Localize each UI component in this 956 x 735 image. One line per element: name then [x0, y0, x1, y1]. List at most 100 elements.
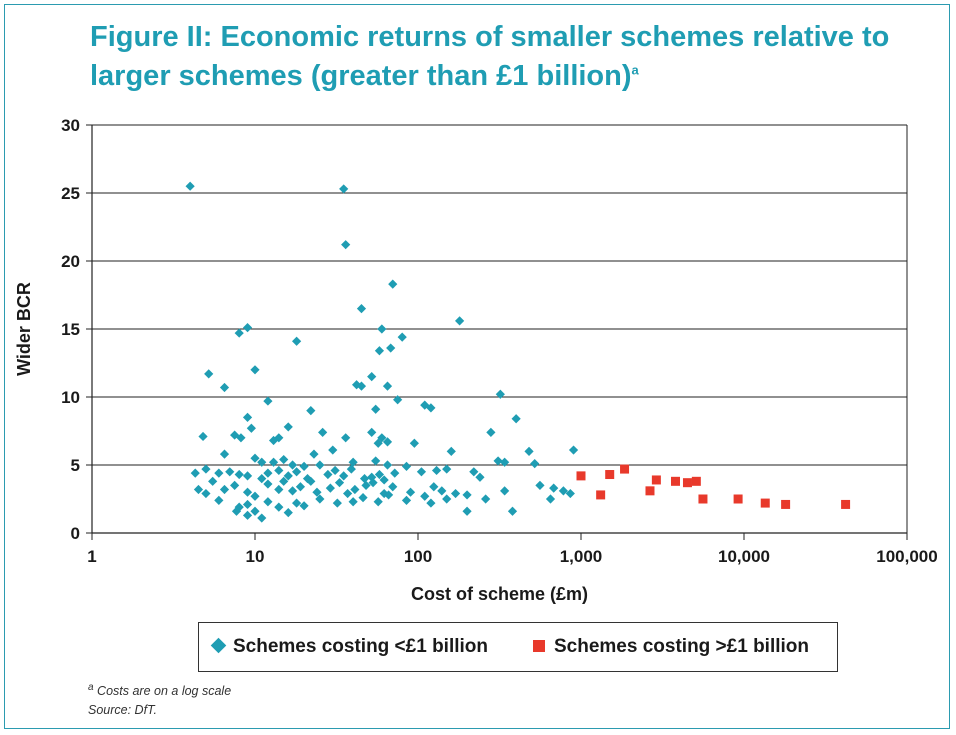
point-small-82	[374, 469, 385, 480]
point-small-72	[274, 465, 284, 476]
point-small-30	[283, 422, 293, 432]
point-small-113	[429, 482, 439, 492]
point-small-107	[361, 480, 371, 490]
point-small-55	[299, 461, 309, 471]
point-small-101	[306, 476, 316, 486]
point-small-29	[246, 423, 256, 433]
point-small-52	[268, 457, 279, 467]
point-small-36	[236, 433, 246, 443]
legend-item-large: Schemes costing >£1 billion	[533, 636, 809, 658]
footnote-marker: a	[88, 682, 94, 693]
x-tick-label-1000: 1,000	[560, 547, 603, 566]
point-small-63	[530, 459, 540, 469]
point-small-86	[431, 465, 442, 476]
point-large-3	[620, 464, 630, 474]
title-line-2: larger schemes (greater than £1 billion)	[90, 60, 632, 92]
point-small-83	[379, 475, 389, 485]
point-small-120	[549, 483, 559, 493]
x-axis-title: Cost of scheme (£m)	[411, 584, 588, 604]
point-small-62	[500, 457, 510, 467]
point-small-48	[219, 449, 230, 459]
point-small-141	[442, 494, 452, 504]
point-small-75	[302, 474, 313, 484]
x-tick-label-10000: 10,000	[718, 547, 770, 566]
point-small-99	[287, 486, 298, 496]
point-small-49	[309, 449, 319, 459]
point-small-133	[315, 494, 325, 504]
point-small-143	[507, 506, 518, 516]
y-tick-label-0: 0	[71, 524, 80, 543]
point-small-124	[214, 495, 224, 505]
point-small-56	[315, 460, 325, 470]
point-small-34	[318, 427, 328, 437]
point-small-140	[426, 498, 436, 508]
point-small-61	[493, 456, 503, 466]
point-small-70	[257, 474, 267, 484]
point-small-18	[219, 382, 230, 393]
x-tick-label-1: 1	[87, 547, 96, 566]
diamond-marker-icon	[210, 637, 227, 654]
footnotes: a Costs are on a log scale Source: DfT.	[88, 678, 231, 720]
point-small-145	[242, 510, 253, 520]
point-small-139	[401, 495, 412, 505]
point-small-41	[328, 445, 338, 455]
point-small-96	[263, 479, 273, 489]
point-large-2	[605, 470, 615, 480]
point-small-91	[208, 476, 218, 486]
point-small-22	[371, 404, 381, 414]
point-small-100	[295, 482, 306, 492]
point-small-123	[201, 488, 211, 499]
point-small-74	[292, 467, 302, 477]
point-large-5	[651, 475, 661, 485]
point-small-46	[446, 446, 456, 456]
point-small-51	[257, 457, 267, 467]
point-small-94	[242, 487, 253, 497]
point-small-68	[234, 469, 244, 480]
point-small-142	[462, 506, 472, 516]
point-small-27	[511, 414, 521, 424]
point-small-43	[382, 437, 393, 447]
point-large-11	[760, 498, 770, 508]
point-large-8	[691, 476, 701, 486]
point-small-104	[334, 478, 345, 488]
point-small-125	[234, 502, 244, 512]
point-small-122	[565, 488, 575, 499]
point-small-0	[185, 181, 195, 191]
point-small-116	[462, 490, 472, 500]
point-small-121	[558, 486, 569, 496]
point-small-132	[299, 501, 309, 511]
point-small-146	[257, 513, 267, 523]
point-large-1	[596, 490, 606, 500]
point-small-138	[383, 490, 394, 500]
point-small-137	[373, 497, 383, 507]
square-marker-icon	[533, 640, 545, 652]
y-axis-title: Wider BCR	[14, 282, 34, 376]
point-small-97	[274, 484, 284, 495]
point-small-144	[545, 494, 556, 504]
point-large-0	[576, 471, 586, 481]
legend-label-small: Schemes costing <£1 billion	[233, 636, 488, 657]
point-small-117	[481, 494, 491, 504]
point-small-77	[330, 465, 340, 476]
footnote-text: Costs are on a log scale	[97, 684, 232, 699]
point-small-59	[382, 460, 393, 470]
point-large-4	[645, 486, 655, 496]
point-small-45	[524, 446, 534, 456]
x-tick-label-100000: 100,000	[876, 547, 937, 566]
y-tick-label-30: 30	[61, 116, 80, 135]
point-small-71	[263, 468, 273, 478]
point-small-64	[190, 468, 200, 478]
point-small-118	[500, 486, 510, 496]
point-small-79	[346, 464, 356, 474]
footnote: a Costs are on a log scale	[88, 678, 231, 701]
title-line-1: Figure II: Economic returns of smaller s…	[90, 21, 890, 53]
point-small-54	[287, 460, 298, 470]
point-small-108	[368, 478, 378, 488]
point-large-13	[841, 499, 851, 509]
point-small-73	[283, 471, 293, 481]
legend-label-large: Schemes costing >£1 billion	[554, 636, 809, 657]
point-small-57	[348, 457, 358, 467]
point-small-115	[450, 488, 461, 499]
point-small-8	[234, 328, 244, 338]
legend: Schemes costing <£1 billion Schemes cost…	[198, 622, 838, 672]
